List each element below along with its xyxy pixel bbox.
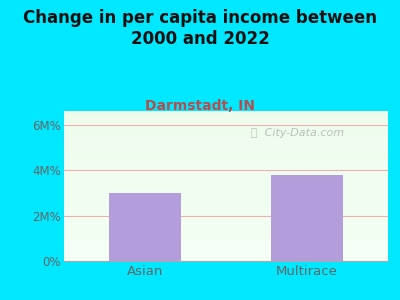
Text: Change in per capita income between
2000 and 2022: Change in per capita income between 2000… xyxy=(23,9,377,48)
Text: Darmstadt, IN: Darmstadt, IN xyxy=(145,99,255,113)
Bar xyxy=(270,175,344,261)
Bar xyxy=(108,193,182,261)
Text: ⓘ  City-Data.com: ⓘ City-Data.com xyxy=(251,128,344,139)
